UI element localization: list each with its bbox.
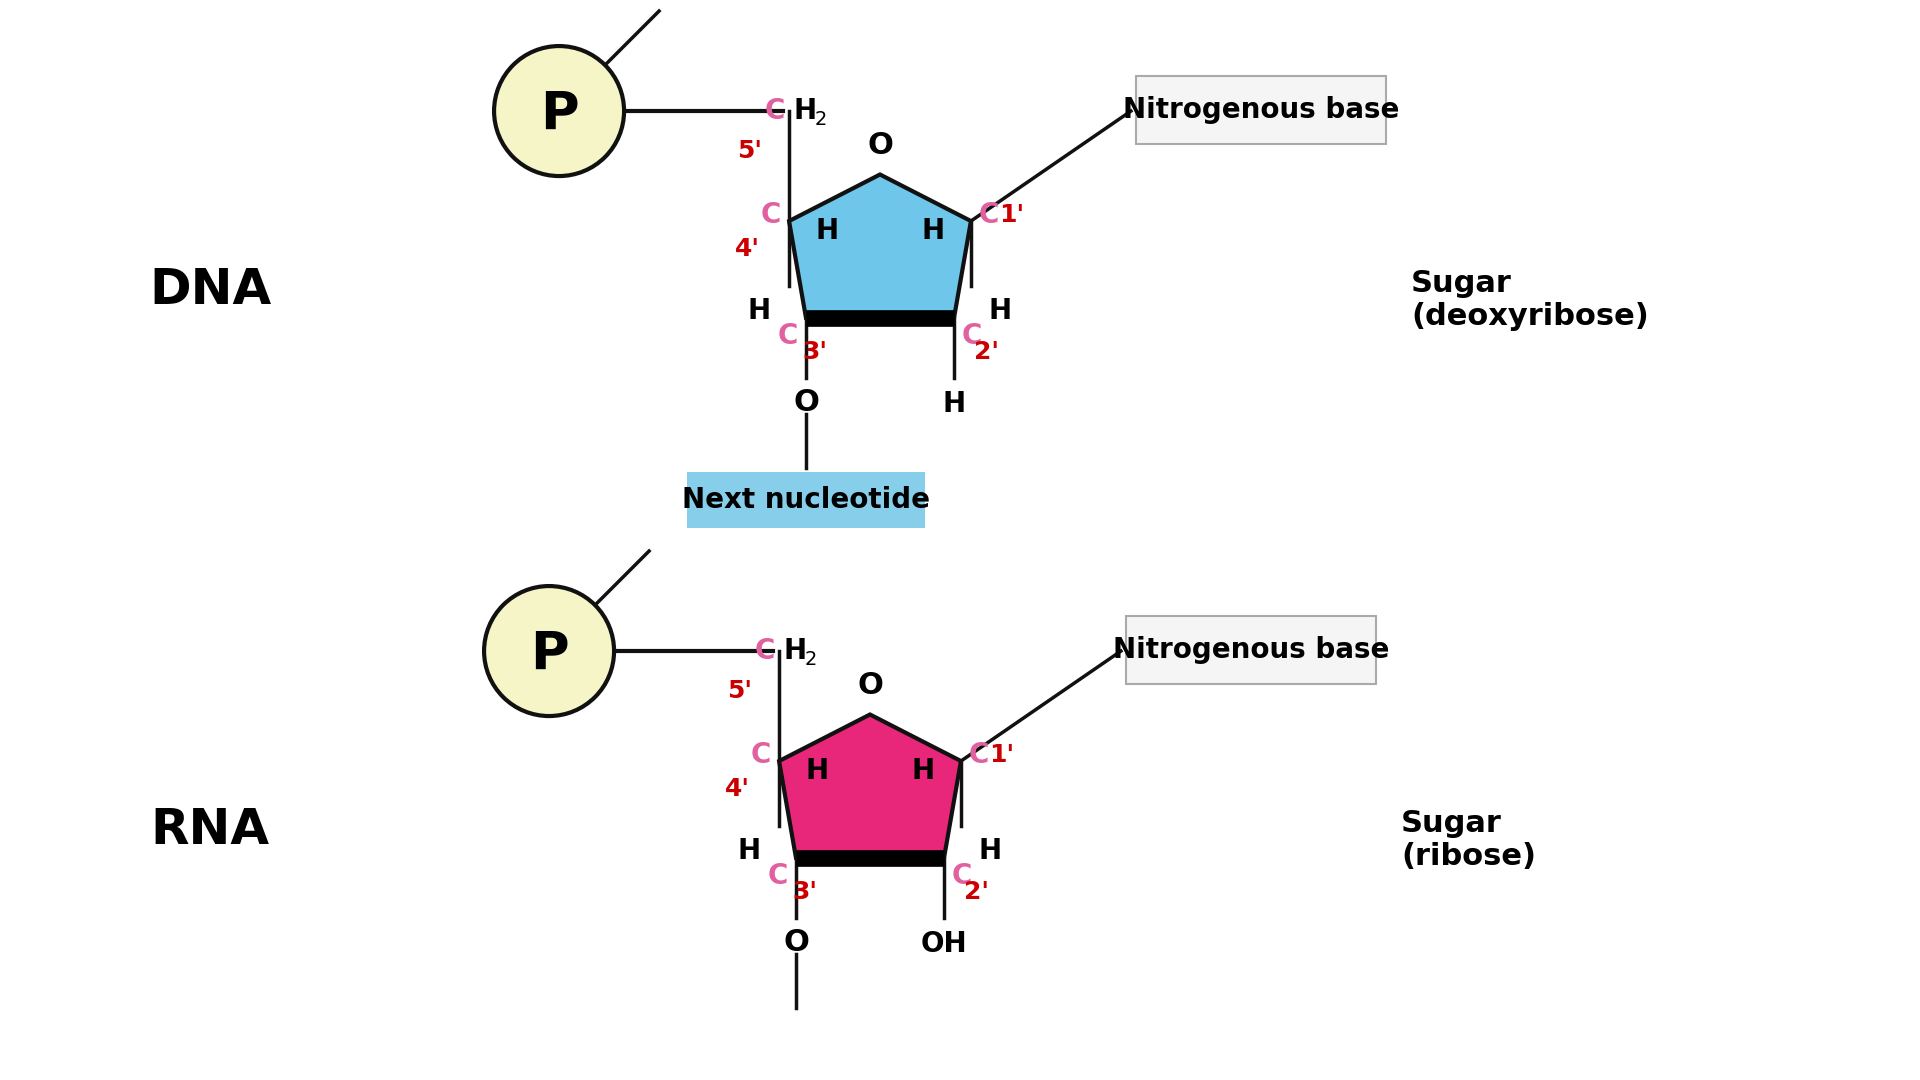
Text: O: O: [793, 388, 820, 417]
Text: H: H: [943, 390, 966, 418]
Text: Nitrogenous base: Nitrogenous base: [1114, 636, 1390, 664]
Text: H: H: [806, 757, 829, 785]
Text: C: C: [751, 741, 772, 769]
Text: 4': 4': [724, 777, 749, 801]
Text: 1': 1': [998, 203, 1023, 227]
Text: Next nucleotide: Next nucleotide: [682, 486, 929, 514]
FancyBboxPatch shape: [1125, 616, 1377, 684]
Text: OH: OH: [922, 930, 968, 958]
Text: 5': 5': [737, 139, 762, 163]
Text: 3': 3': [793, 880, 818, 904]
Text: H: H: [749, 297, 772, 325]
Text: H: H: [922, 217, 945, 245]
Text: 4': 4': [735, 237, 760, 261]
Text: 5': 5': [726, 679, 751, 703]
Text: C: C: [768, 862, 787, 890]
Text: C: C: [755, 637, 776, 665]
Text: 2': 2': [964, 880, 989, 904]
Text: O: O: [783, 928, 808, 957]
Text: 2: 2: [816, 109, 828, 129]
Text: H: H: [737, 837, 760, 865]
Text: DNA: DNA: [150, 266, 271, 314]
Text: C: C: [952, 862, 972, 890]
Text: Sugar
(deoxyribose): Sugar (deoxyribose): [1411, 269, 1649, 332]
Text: H: H: [793, 97, 816, 125]
Text: Sugar
(ribose): Sugar (ribose): [1402, 809, 1536, 872]
Text: H: H: [783, 637, 806, 665]
Text: H: H: [989, 297, 1012, 325]
Text: P: P: [530, 629, 568, 681]
Text: P: P: [540, 89, 578, 141]
Text: C: C: [760, 201, 781, 229]
FancyBboxPatch shape: [687, 472, 925, 528]
Text: O: O: [856, 672, 883, 701]
Text: O: O: [868, 132, 893, 161]
Text: C: C: [778, 322, 799, 350]
Circle shape: [493, 46, 624, 176]
Text: H: H: [816, 217, 839, 245]
Text: C: C: [979, 201, 998, 229]
Text: 2: 2: [804, 649, 818, 669]
Text: 1': 1': [989, 743, 1014, 767]
Text: C: C: [962, 322, 983, 350]
Text: C: C: [764, 97, 785, 125]
Polygon shape: [789, 175, 972, 318]
Text: 2': 2': [973, 340, 998, 364]
Polygon shape: [780, 715, 960, 858]
Text: Nitrogenous base: Nitrogenous base: [1123, 96, 1400, 124]
Circle shape: [484, 586, 614, 716]
Text: RNA: RNA: [150, 806, 269, 854]
Text: H: H: [912, 757, 935, 785]
Text: 3': 3': [803, 340, 828, 364]
Text: C: C: [970, 741, 989, 769]
FancyBboxPatch shape: [1137, 76, 1386, 144]
Text: H: H: [979, 837, 1002, 865]
